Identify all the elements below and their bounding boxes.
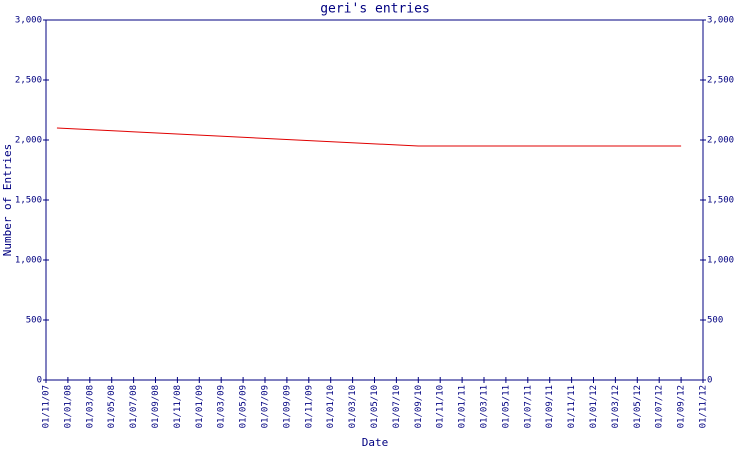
y2-tick-label: 1,000 xyxy=(707,256,734,266)
x-tick-label: 01/03/09 xyxy=(217,385,227,428)
x-tick-label: 01/09/12 xyxy=(677,385,687,428)
y-axis-label: Number of Entries xyxy=(1,144,14,257)
plot-frame xyxy=(45,19,704,381)
y2-tick-label: 3,000 xyxy=(707,16,734,26)
x-tick-label: 01/01/08 xyxy=(63,385,73,428)
y-tick-label: 2,000 xyxy=(15,136,42,146)
x-tick-label: 01/09/11 xyxy=(545,385,555,428)
x-tick-label: 01/03/08 xyxy=(85,385,95,428)
x-tick-label: 01/01/12 xyxy=(589,385,599,428)
y2-tick-label: 500 xyxy=(707,316,723,326)
x-tick-label: 01/11/07 xyxy=(42,385,52,428)
x-tick-label: 01/07/09 xyxy=(261,385,271,428)
y-tick-label: 1,500 xyxy=(15,196,42,206)
x-tick-label: 01/09/09 xyxy=(282,385,292,428)
x-tick-label: 01/05/12 xyxy=(633,385,643,428)
x-tick-label: 01/03/11 xyxy=(480,385,490,428)
y-tick-label: 500 xyxy=(26,316,42,326)
y-tick-label: 1,000 xyxy=(15,256,42,266)
x-tick-label: 01/09/10 xyxy=(414,385,424,428)
x-tick-label: 01/11/09 xyxy=(304,385,314,428)
x-tick-label: 01/11/12 xyxy=(699,385,709,428)
x-tick-label: 01/01/10 xyxy=(326,385,336,428)
x-tick-label: 01/05/11 xyxy=(501,385,511,428)
data-line xyxy=(56,127,682,147)
y2-tick-label: 0 xyxy=(707,376,712,386)
x-tick-label: 01/01/09 xyxy=(195,385,205,428)
chart-title: geri's entries xyxy=(320,2,430,17)
x-tick-label: 01/03/10 xyxy=(348,385,358,428)
x-tick-label: 01/07/12 xyxy=(655,385,665,428)
x-tick-label: 01/05/10 xyxy=(370,385,380,428)
x-tick-label: 01/05/08 xyxy=(107,385,117,428)
y-tick-label: 3,000 xyxy=(15,16,42,26)
x-tick-label: 01/05/09 xyxy=(239,385,249,428)
x-tick-label: 01/07/11 xyxy=(523,385,533,428)
x-tick-label: 01/07/08 xyxy=(129,385,139,428)
x-tick-label: 01/01/11 xyxy=(458,385,468,428)
x-tick-label: 01/11/10 xyxy=(436,385,446,428)
x-tick-label: 01/07/10 xyxy=(392,385,402,428)
y2-tick-label: 2,000 xyxy=(707,136,734,146)
y-tick-label: 0 xyxy=(37,376,42,386)
y2-tick-label: 2,500 xyxy=(707,76,734,86)
x-tick-label: 01/09/08 xyxy=(151,385,161,428)
y-tick-label: 2,500 xyxy=(15,76,42,86)
y2-tick-label: 1,500 xyxy=(707,196,734,206)
x-tick-label: 01/03/12 xyxy=(611,385,621,428)
x-tick-label: 01/11/11 xyxy=(567,385,577,428)
x-axis-label: Date xyxy=(362,436,389,449)
x-tick-label: 01/11/08 xyxy=(173,385,183,428)
